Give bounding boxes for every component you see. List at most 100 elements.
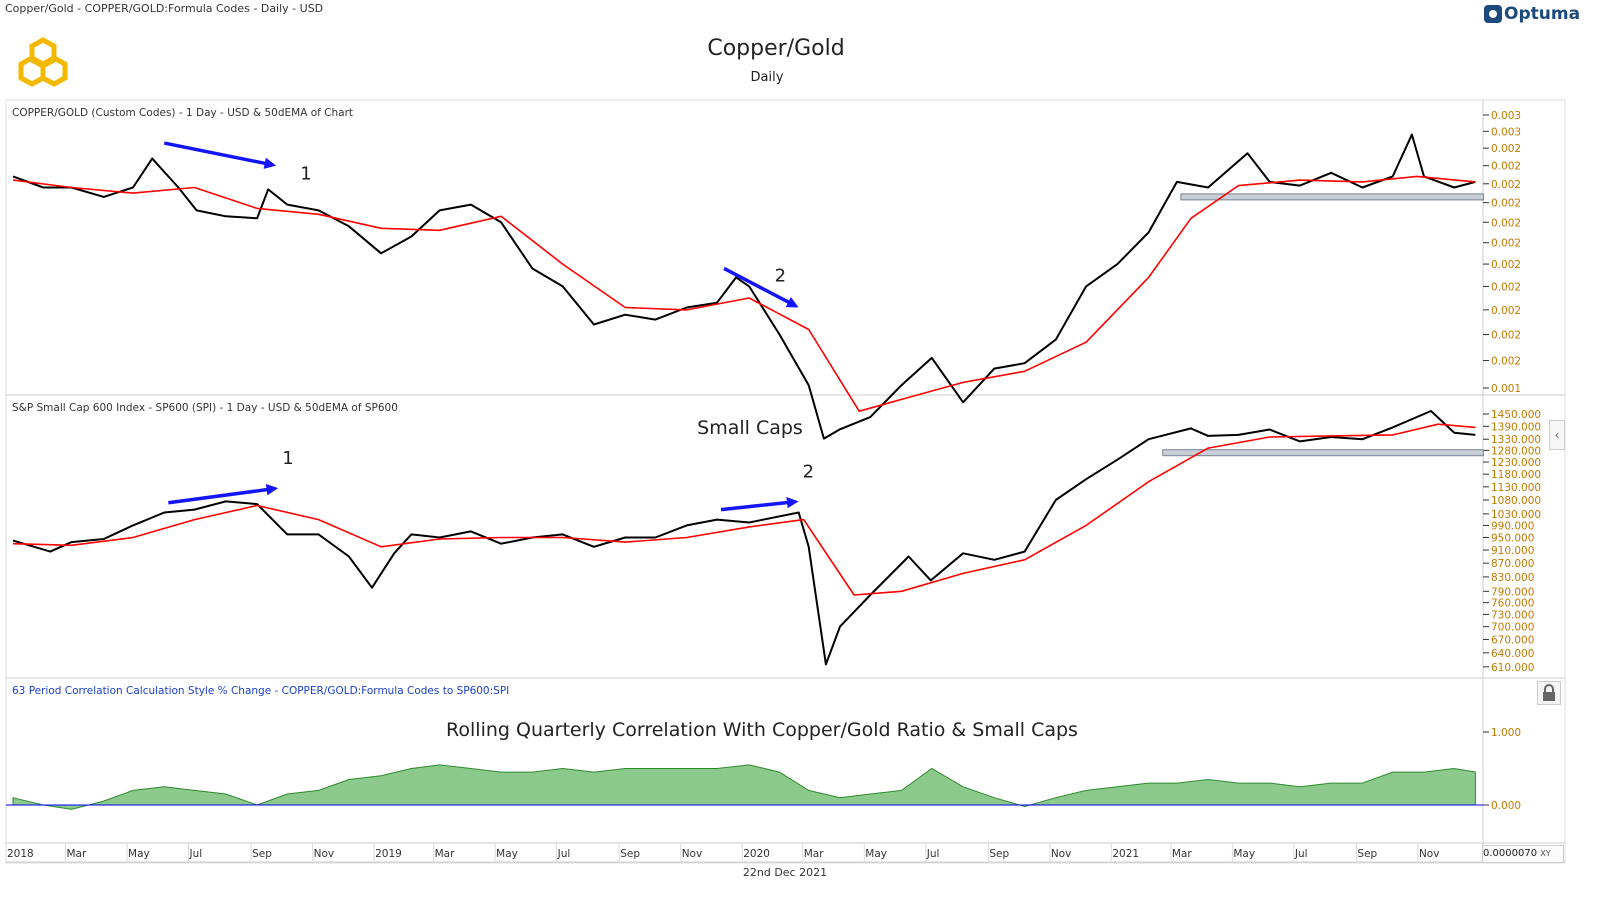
x-tick-label: 2019 [375,848,402,860]
y-tick-label: 0.002 [1491,259,1521,271]
y-tick-label: 0.002 [1491,330,1521,342]
correlation-area [12,764,1476,810]
arrowhead-icon [785,297,799,308]
y-tick-label: 1.000 [1491,727,1521,739]
y-tick-label: 1330.000 [1491,434,1541,446]
y-tick-label: 1280.000 [1491,445,1541,457]
y-tick-label: 0.002 [1491,217,1521,229]
x-tick-label: 2021 [1112,848,1139,860]
x-tick-label: Mar [1172,848,1192,860]
y-tick-label: 1030.000 [1491,509,1541,521]
x-tick-label: Sep [1357,848,1377,860]
y-tick-label: 640.000 [1491,648,1534,660]
x-tick-label: Nov [682,848,703,860]
annotation-arrow [723,266,795,307]
middle-panel-legend: S&P Small Cap 600 Index - SP600 (SPI) - … [12,402,398,414]
x-tick-label: Sep [620,848,640,860]
y-tick-label: 730.000 [1491,609,1534,621]
xy-readout[interactable]: 0.0000070 XY [1482,845,1564,863]
support-band [1180,193,1484,201]
x-tick-label: Sep [989,848,1009,860]
chart-subtitle: Daily [750,70,784,85]
y-tick-label: 0.002 [1491,198,1521,210]
y-tick-label: 0.002 [1491,305,1521,317]
x-tick-label: 2018 [7,848,34,860]
y-tick-label: 790.000 [1491,586,1534,598]
y-tick-label: 1230.000 [1491,457,1541,469]
x-tick-label: Mar [67,848,87,860]
arrowhead-icon [263,157,277,169]
top-panel-legend: COPPER/GOLD (Custom Codes) - 1 Day - USD… [12,107,353,119]
x-tick-label: Mar [435,848,455,860]
y-tick-label: 0.002 [1491,281,1521,293]
x-tick-label: Nov [1419,848,1440,860]
y-tick-label: 0.003 [1491,126,1521,138]
optuma-logo: Optuma [1484,4,1580,24]
ema-line [12,175,1476,413]
annotation-arrow [168,487,273,505]
chart-frame [5,99,1566,864]
annotation-label: 1 [282,448,293,469]
chevron-left-icon: ‹ [1554,428,1560,442]
x-tick-label: Jul [557,848,571,860]
x-tick-label: 2020 [743,848,770,860]
arrowhead-icon [786,496,799,509]
y-tick-label: 0.002 [1491,238,1521,250]
y-tick-label: 1450.000 [1491,409,1541,421]
footer-date: 22nd Dec 2021 [742,866,828,879]
x-tick-label: Nov [1051,848,1072,860]
annotation-arrow [720,500,793,512]
ema-line [12,423,1476,596]
hexagon-logo-icon [18,37,68,87]
collapse-panel-button[interactable]: ‹ [1549,420,1565,450]
bottom-panel-legend: 63 Period Correlation Calculation Style … [12,685,509,697]
optuma-mark-icon [1484,5,1502,23]
optuma-brand-text: Optuma [1504,4,1581,24]
x-tick-label: Jul [1294,848,1308,860]
lock-icon [1543,684,1555,701]
y-tick-label: 700.000 [1491,622,1534,634]
annotation-label: 1 [300,164,311,185]
x-tick-label: Mar [804,848,824,860]
y-tick-label: 950.000 [1491,532,1534,544]
y-tick-label: 0.002 [1491,161,1521,173]
y-tick-label: 670.000 [1491,634,1534,646]
y-tick-label: 610.000 [1491,662,1534,674]
y-tick-label: 0.001 [1491,383,1521,395]
x-tick-label: Sep [252,848,272,860]
xy-label: XY [1540,849,1551,858]
price-line [12,410,1476,666]
y-tick-label: 990.000 [1491,520,1534,532]
y-tick-label: 910.000 [1491,545,1534,557]
y-tick-label: 0.002 [1491,143,1521,155]
y-tick-label: 1390.000 [1491,421,1541,433]
annotation-label: 2 [803,461,814,482]
xy-value: 0.0000070 [1483,848,1538,859]
arrowhead-icon [265,484,279,496]
y-tick-label: 870.000 [1491,558,1534,570]
y-tick-label: 0.002 [1491,179,1521,191]
y-tick-label: 1180.000 [1491,469,1541,481]
annotation-label: 2 [775,265,786,286]
correlation-title: Rolling Quarterly Correlation With Coppe… [446,719,1078,741]
price-line [12,133,1476,440]
x-tick-label: Jul [926,848,940,860]
y-tick-label: 0.000 [1491,800,1521,812]
lock-button[interactable] [1537,681,1561,705]
x-tick-label: May [865,848,887,860]
y-tick-label: 0.003 [1491,110,1521,122]
annotation-arrow [163,141,271,167]
window-title: Copper/Gold - COPPER/GOLD:Formula Codes … [5,2,324,15]
support-band [1162,449,1484,457]
y-tick-label: 1080.000 [1491,495,1541,507]
y-tick-label: 1130.000 [1491,482,1541,494]
x-tick-label: May [128,848,150,860]
x-tick-label: Nov [314,848,335,860]
x-tick-label: Jul [189,848,203,860]
x-tick-label: May [496,848,518,860]
y-tick-label: 0.002 [1491,356,1521,368]
y-tick-label: 760.000 [1491,598,1534,610]
small-caps-title: Small Caps [697,417,803,439]
y-tick-label: 830.000 [1491,572,1534,584]
